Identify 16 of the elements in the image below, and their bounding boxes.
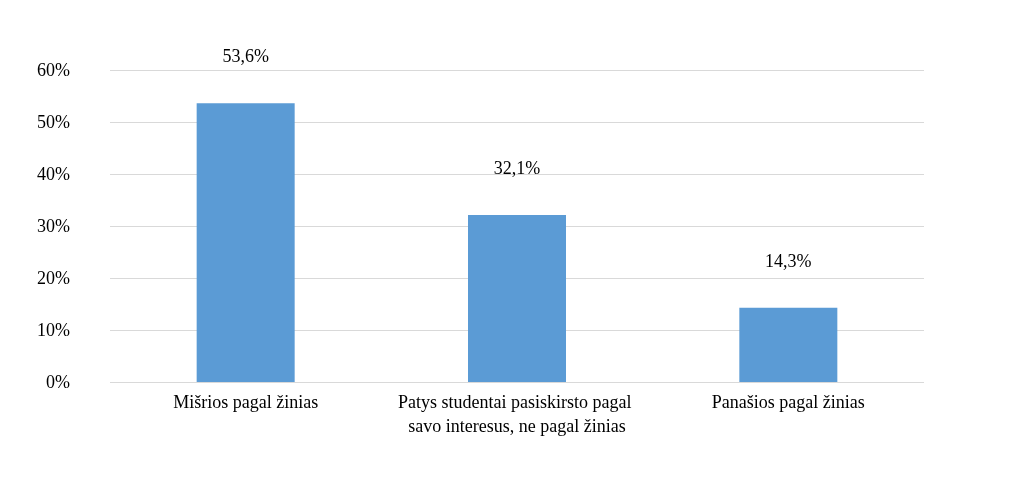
data-label: 14,3% bbox=[765, 250, 812, 271]
y-tick-label: 30% bbox=[37, 216, 70, 236]
y-tick-label: 10% bbox=[37, 320, 70, 340]
bar bbox=[196, 103, 295, 382]
x-tick-label: Panašios pagal žinias bbox=[711, 392, 865, 412]
y-tick-label: 0% bbox=[46, 372, 70, 392]
bar bbox=[739, 307, 838, 382]
x-tick-label: Mišrios pagal žinias bbox=[173, 392, 319, 412]
y-tick-label: 40% bbox=[37, 164, 70, 184]
y-tick-label: 20% bbox=[37, 268, 70, 288]
y-tick-label: 60% bbox=[37, 60, 70, 80]
data-label: 32,1% bbox=[493, 158, 541, 179]
x-tick-label: Patys studentai pasiskirsto pagal savo interesus, ne pagal žinias bbox=[398, 392, 636, 436]
data-label: 53,6% bbox=[222, 46, 269, 67]
bar bbox=[468, 215, 566, 382]
y-tick-label: 50% bbox=[37, 112, 70, 132]
